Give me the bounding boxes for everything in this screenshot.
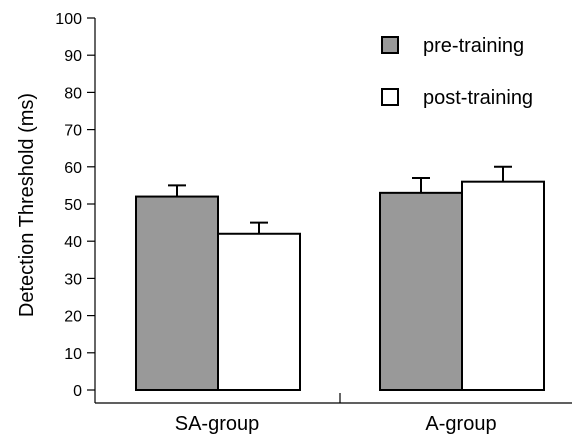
- legend-swatch: [381, 36, 399, 54]
- bar-post-training-SA-group: [217, 232, 301, 391]
- legend-label: pre-training: [423, 35, 524, 57]
- y-tick-label: 40: [64, 234, 82, 251]
- y-tick-label: 0: [73, 383, 82, 400]
- y-tick-label: 90: [64, 48, 82, 65]
- legend-swatch: [381, 88, 399, 106]
- y-axis: 0 10 20 30 40 50 60 70 80 90 100: [55, 11, 96, 403]
- bar-pre-training-SA-group: [135, 195, 219, 391]
- y-tick-label: 30: [64, 271, 82, 288]
- y-tick-label: 70: [64, 123, 82, 140]
- legend: pre-training post-training: [381, 35, 533, 109]
- y-tick-label: 10: [64, 346, 82, 363]
- x-category-label: SA-group: [175, 413, 260, 435]
- error-bars: [168, 165, 512, 234]
- y-axis-label: Detection Threshold (ms): [16, 93, 38, 317]
- bars: [135, 180, 545, 391]
- y-tick-label: 100: [55, 11, 82, 28]
- y-tick-label: 80: [64, 85, 82, 102]
- y-tick-label: 50: [64, 197, 82, 214]
- bar-pre-training-A-group: [379, 191, 463, 391]
- y-tick-label: 20: [64, 309, 82, 326]
- x-axis: SA-group A-group: [95, 393, 572, 435]
- y-tick-label: 60: [64, 160, 82, 177]
- x-category-label: A-group: [425, 413, 496, 435]
- legend-label: post-training: [423, 87, 533, 109]
- bar-post-training-A-group: [461, 180, 545, 391]
